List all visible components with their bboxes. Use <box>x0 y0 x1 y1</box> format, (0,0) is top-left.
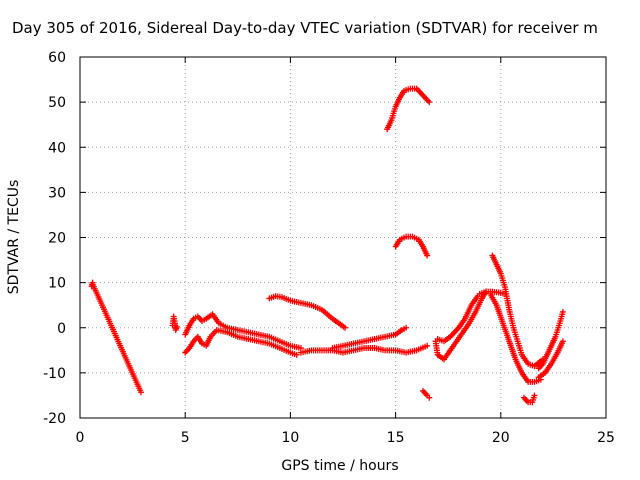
series-dip-21.3h <box>520 392 538 406</box>
data-point <box>342 324 349 331</box>
series-arc-20 <box>392 233 431 259</box>
x-tick-label: 15 <box>387 430 405 446</box>
series-recovery-lower-21.5-23h <box>535 338 566 381</box>
grid <box>80 57 606 418</box>
series-upper-band-5-10h <box>182 311 304 352</box>
y-tick-label: 0 <box>57 321 66 337</box>
x-tick-label: 0 <box>76 430 85 446</box>
data-point <box>559 308 566 315</box>
y-tick-label: 40 <box>48 140 66 156</box>
data-point <box>173 323 180 330</box>
series-rise-upper-17-19h <box>434 293 481 345</box>
data-point <box>403 324 410 331</box>
y-tick-label: 10 <box>48 276 66 292</box>
x-tick-label: 25 <box>597 430 615 446</box>
series-dip-16.5h <box>419 387 433 401</box>
data-point <box>424 342 431 349</box>
data-point <box>426 99 433 106</box>
y-tick-label: -10 <box>43 366 66 382</box>
series-arc-9-12.5h <box>266 293 349 331</box>
data-point <box>426 394 433 401</box>
series-peak-arc-53 <box>384 85 433 133</box>
data-point <box>531 392 538 399</box>
x-tick-label: 10 <box>281 430 299 446</box>
series-descent-lower-19.5-22h <box>487 290 544 385</box>
series-upper-band-12-15.5h <box>329 324 410 352</box>
x-tick-label: 5 <box>181 430 190 446</box>
y-tick-label: 60 <box>48 50 66 66</box>
data-point <box>293 351 300 358</box>
y-tick-label: 30 <box>48 185 66 201</box>
y-tick-label: 50 <box>48 95 66 111</box>
data-point <box>424 252 431 259</box>
x-axis-label: GPS time / hours <box>281 458 398 474</box>
series-rise-17-19.5h <box>432 288 490 363</box>
series-descent-19.5-21.5h <box>489 252 546 370</box>
y-tick-label: -20 <box>43 411 66 427</box>
data-points <box>88 85 566 406</box>
series-lower-band-10-16.5h <box>297 342 431 356</box>
y-tick-label: 20 <box>48 231 66 247</box>
series-onset-4.5h <box>169 313 180 334</box>
series-lower-band-5-10h <box>182 327 300 358</box>
chart-title: Day 305 of 2016, Sidereal Day-to-day VTE… <box>12 19 598 37</box>
x-tick-label: 20 <box>492 430 510 446</box>
data-point <box>138 389 145 396</box>
data-point <box>559 338 566 345</box>
series-isolated-early <box>88 279 145 396</box>
series-recovery-21.5-23h <box>535 308 566 372</box>
y-axis-label: SDTVAR / TECUs <box>6 180 22 295</box>
axis-ticks: 0 5 10 15 20 25 -20 -10 0 10 20 30 40 50 60 <box>43 50 615 446</box>
